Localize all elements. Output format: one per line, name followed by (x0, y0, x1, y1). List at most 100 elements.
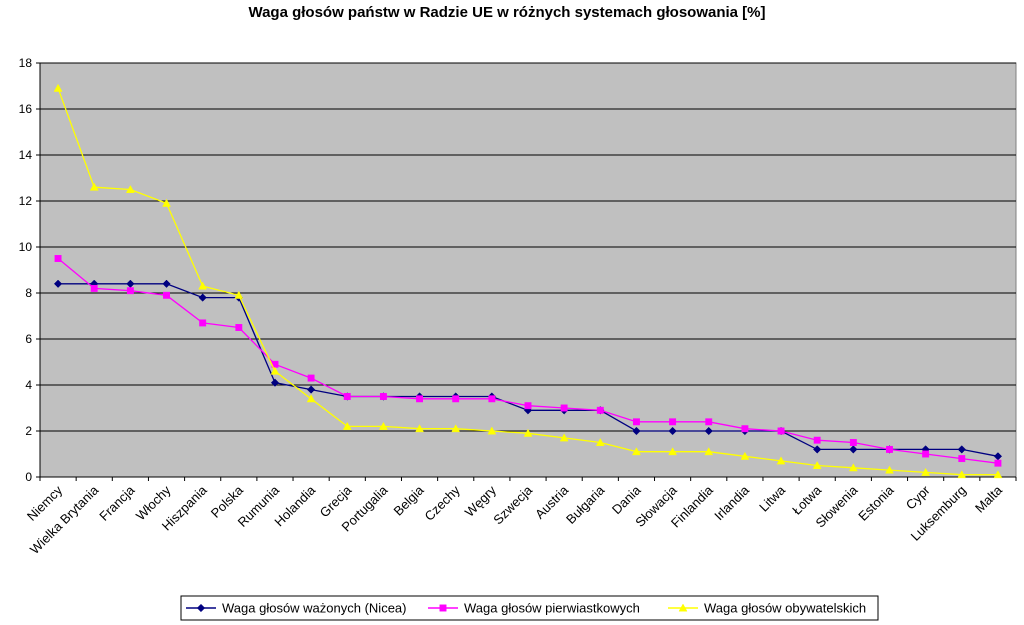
category-label: Czechy (422, 482, 464, 524)
y-tick-label: 18 (19, 56, 33, 70)
data-point (849, 445, 858, 454)
data-point (488, 395, 496, 403)
category-label: Bułgaria (563, 482, 608, 527)
data-point (162, 279, 171, 288)
data-point (957, 445, 966, 454)
data-point (740, 451, 750, 460)
legend-marker (678, 603, 688, 612)
legend-marker (196, 603, 206, 613)
data-point (559, 433, 569, 442)
y-tick-label: 0 (25, 470, 32, 484)
data-point (921, 467, 931, 476)
data-point (198, 281, 208, 290)
data-point (89, 182, 99, 191)
category-label: Holandia (271, 482, 318, 529)
legend: Waga głosów ważonych (Nicea) Waga głosów … (180, 595, 879, 621)
data-point (235, 324, 243, 331)
data-point (560, 404, 568, 412)
y-tick-label: 14 (19, 148, 33, 162)
data-point (632, 447, 641, 456)
data-point (307, 374, 315, 382)
data-point (957, 470, 967, 479)
data-point (53, 83, 63, 92)
legend-marker (439, 604, 447, 612)
data-point (198, 293, 207, 302)
y-axis: 0 2 4 6 8 10 12 14 16 18 (19, 56, 41, 484)
data-point (668, 426, 677, 436)
data-point (306, 394, 316, 403)
data-point (632, 426, 641, 436)
plot-area (39, 62, 1017, 478)
legend-box (180, 595, 879, 621)
data-point (886, 445, 893, 453)
data-point (270, 366, 280, 375)
data-point (958, 455, 966, 463)
data-point (813, 436, 821, 444)
data-point (270, 378, 280, 387)
data-point (126, 287, 134, 295)
data-point (994, 459, 1002, 467)
data-point (704, 426, 713, 436)
data-point (524, 402, 532, 410)
legend-label: Waga głosów pierwiastkowych (464, 601, 640, 616)
y-tick-label: 6 (25, 332, 32, 346)
category-label: Irlandia (711, 482, 752, 523)
y-tick-label: 4 (25, 378, 32, 392)
data-point (704, 447, 714, 456)
y-tick-label: 10 (19, 240, 33, 254)
y-tick-label: 12 (19, 194, 33, 208)
data-point (451, 424, 461, 433)
legend-label: Waga głosów ważonych (Nicea) (222, 601, 406, 616)
data-point (452, 395, 460, 403)
data-point (54, 255, 62, 262)
data-point (379, 393, 387, 400)
legend-label: Waga głosów obywatelskich (704, 601, 866, 616)
category-label: Malta (972, 482, 1006, 516)
data-point (53, 279, 63, 288)
data-point (595, 437, 605, 446)
gridlines (40, 62, 1016, 432)
data-point (813, 445, 822, 454)
series-3 (53, 83, 1003, 479)
data-point (776, 456, 786, 465)
y-tick-label: 8 (25, 286, 32, 300)
chart-title: Waga głosów państw w Radzie UE w różnych… (248, 4, 765, 21)
data-point (487, 426, 497, 435)
data-point (234, 290, 244, 299)
data-point (668, 447, 678, 456)
data-point (378, 421, 388, 430)
data-point (885, 465, 894, 474)
legend-items: Waga głosów ważonych (Nicea) Waga głosów … (186, 601, 866, 616)
data-point (523, 428, 533, 437)
data-point (415, 424, 424, 433)
category-label: Francja (96, 482, 138, 524)
data-point (705, 418, 713, 426)
y-tick-label: 16 (19, 102, 33, 116)
data-point (162, 198, 171, 207)
series-2 (54, 255, 1002, 467)
category-label: Szwecja (490, 482, 535, 527)
data-point (777, 427, 785, 435)
category-label: Estonia (855, 482, 897, 524)
data-point (163, 291, 170, 299)
data-point (849, 439, 857, 446)
data-point (596, 406, 604, 414)
data-point (306, 385, 316, 394)
series-lines (53, 83, 1003, 479)
data-point (125, 184, 135, 193)
data-point (632, 418, 640, 426)
data-point (993, 470, 1003, 479)
category-label: Cypr (903, 482, 933, 512)
category-label: Litwa (756, 482, 789, 515)
data-point (848, 463, 858, 472)
data-point (922, 450, 930, 458)
data-point (741, 425, 749, 433)
data-point (342, 421, 352, 430)
data-point (343, 393, 351, 400)
data-point (669, 418, 677, 426)
data-point (199, 319, 207, 327)
data-point (90, 284, 98, 292)
data-point (812, 460, 822, 469)
